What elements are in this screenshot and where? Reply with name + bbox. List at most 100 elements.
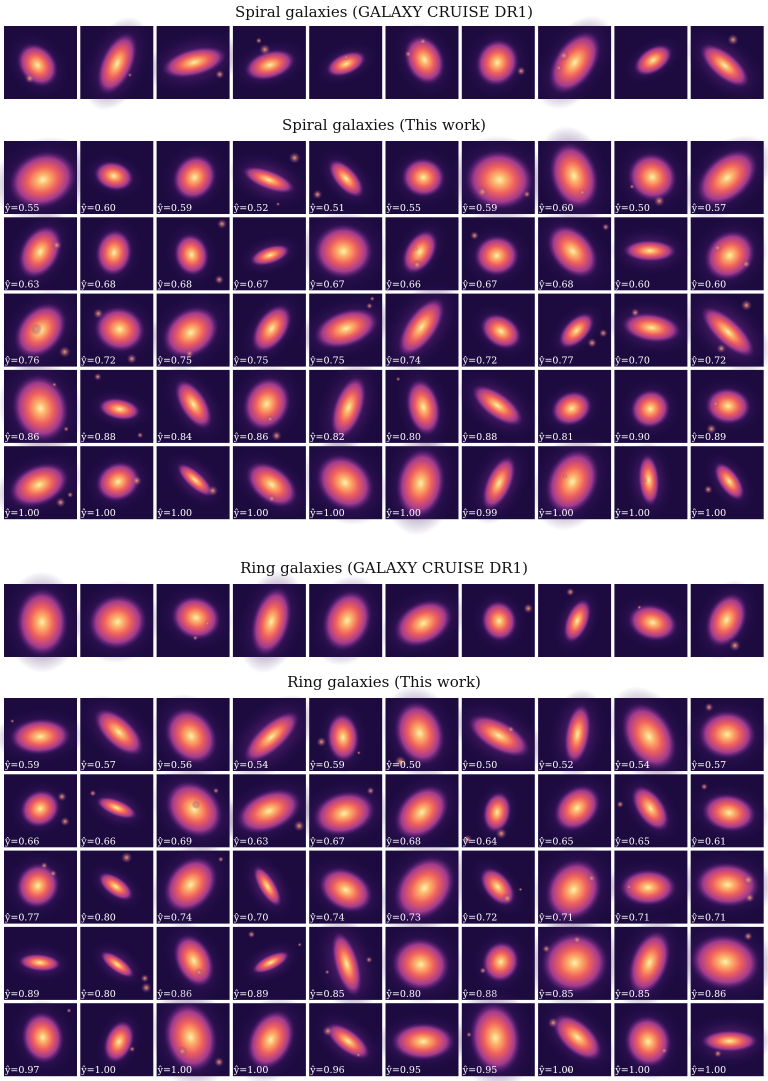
score-label: ŷ=0.57	[691, 203, 726, 214]
galaxy-image	[80, 774, 154, 848]
score-label: ŷ=0.66	[80, 836, 115, 847]
field-star	[10, 718, 15, 724]
galaxy-body	[316, 454, 374, 512]
field-star	[30, 323, 43, 336]
score-label: ŷ=0.75	[309, 356, 344, 367]
galaxy-body	[547, 224, 598, 278]
field-star	[637, 604, 642, 610]
field-star	[740, 299, 753, 311]
score-label: ŷ=0.68	[538, 279, 573, 290]
score-label: ŷ=0.68	[386, 836, 421, 847]
galaxy-image	[156, 366, 230, 443]
galaxy-body	[244, 49, 296, 81]
score-label: ŷ=0.67	[462, 279, 497, 290]
field-star	[365, 956, 373, 964]
galaxy-body	[95, 229, 133, 276]
galaxy-body	[621, 702, 677, 771]
score-label: ŷ=0.90	[614, 432, 649, 443]
galaxy-body	[548, 31, 601, 94]
galaxy-body	[563, 599, 591, 643]
galaxy-image	[609, 217, 690, 291]
score-label: ŷ=0.86	[691, 989, 726, 1000]
galaxy-body	[405, 378, 441, 436]
galaxy-body	[94, 306, 145, 352]
field-star	[131, 475, 142, 486]
score-label: ŷ=0.80	[80, 913, 115, 924]
score-label: ŷ=0.50	[462, 760, 497, 771]
field-star	[566, 587, 575, 597]
galaxy-body	[94, 708, 144, 756]
galaxy-image	[381, 771, 463, 853]
score-label: ŷ=1.00	[157, 508, 192, 519]
galaxy-image	[379, 584, 467, 660]
score-label: ŷ=0.81	[538, 432, 573, 443]
field-star	[716, 343, 726, 354]
score-label: ŷ=0.74	[157, 913, 192, 924]
field-star	[63, 426, 69, 432]
score-label: ŷ=0.99	[462, 508, 497, 519]
galaxy-body	[251, 304, 292, 353]
field-star	[55, 497, 66, 508]
galaxy-body	[628, 930, 671, 995]
score-label: ŷ=0.71	[538, 913, 573, 924]
field-star	[713, 1049, 722, 1058]
galaxy-image	[534, 211, 612, 292]
galaxy-body	[701, 1030, 758, 1052]
galaxy-image	[3, 571, 81, 674]
galaxy-image	[538, 1000, 616, 1077]
galaxy-image	[309, 26, 383, 99]
galaxy-body	[245, 461, 298, 508]
score-label: ŷ=0.57	[691, 760, 726, 771]
field-star	[404, 50, 413, 58]
score-label: ŷ=0.60	[80, 203, 115, 214]
score-label: ŷ=0.71	[614, 913, 649, 924]
galaxy-image	[80, 369, 154, 443]
galaxy-image	[461, 26, 535, 99]
galaxy-image	[382, 281, 461, 374]
galaxy-image	[532, 432, 613, 531]
galaxy-body	[638, 454, 660, 506]
galaxy-image	[80, 694, 158, 771]
score-label: ŷ=0.55	[386, 203, 421, 214]
galaxy-body	[541, 932, 608, 994]
score-label: ŷ=0.60	[691, 279, 726, 290]
galaxy-image	[305, 850, 386, 924]
galaxy-image	[156, 217, 230, 291]
score-label: ŷ=0.88	[462, 432, 497, 443]
field-star	[324, 969, 330, 975]
score-label: ŷ=0.69	[157, 836, 192, 847]
field-star	[57, 791, 67, 802]
field-star	[700, 783, 708, 791]
score-label: ŷ=0.74	[309, 913, 344, 924]
galaxy-image	[232, 850, 306, 924]
galaxy-body	[545, 859, 602, 921]
score-label: ŷ=1.00	[233, 508, 268, 519]
galaxy-image	[298, 293, 395, 367]
score-label: ŷ=1.00	[309, 508, 344, 519]
galaxy-image	[4, 850, 77, 924]
score-label: ŷ=1.00	[80, 1065, 115, 1076]
field-star	[259, 43, 271, 56]
field-star	[204, 620, 211, 627]
galaxy-body	[326, 51, 366, 77]
score-label: ŷ=0.80	[386, 432, 421, 443]
field-star	[194, 968, 203, 977]
score-label: ŷ=0.84	[157, 432, 192, 443]
field-star	[727, 33, 739, 46]
galaxy-image	[1, 289, 80, 372]
galaxy-image	[613, 1002, 688, 1081]
galaxy-image	[614, 773, 688, 848]
field-star	[185, 349, 194, 358]
galaxy-image	[228, 141, 309, 214]
field-star	[93, 308, 104, 319]
score-label: ŷ=0.65	[614, 836, 649, 847]
galaxy-body	[9, 718, 71, 755]
galaxy-body	[482, 456, 516, 511]
galaxy-image	[80, 293, 158, 367]
galaxy-body	[18, 953, 61, 972]
field-star	[369, 296, 375, 302]
galaxy-body	[630, 389, 671, 429]
field-star	[66, 1008, 72, 1014]
score-label: ŷ=0.96	[309, 1065, 344, 1076]
galaxy-body	[9, 151, 77, 209]
